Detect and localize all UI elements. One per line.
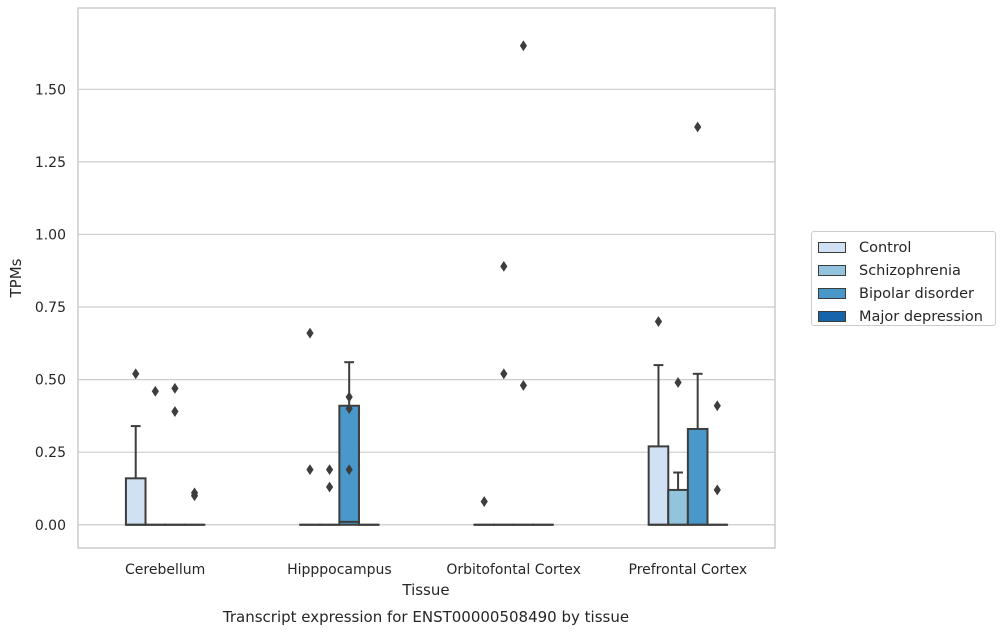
outlier-point	[519, 40, 528, 52]
outlier-point	[306, 327, 314, 339]
y-tick-label: 1.50	[35, 82, 66, 98]
legend-item: Schizophrenia	[818, 259, 995, 282]
box-control	[647, 445, 670, 526]
y-tick-label: 1.25	[35, 155, 66, 171]
outlier-point	[306, 464, 314, 476]
box-control	[124, 477, 147, 526]
legend-item: Bipolar disorder	[818, 282, 995, 305]
x-axis-label: Tissue	[401, 581, 449, 599]
gridlines	[78, 88, 775, 526]
legend-item: Major depression	[818, 305, 995, 328]
legend-swatch	[818, 265, 846, 276]
box-bipolar-disorder	[686, 427, 709, 526]
outlier-points	[132, 40, 721, 507]
x-tick-label: Hipppocampus	[287, 562, 392, 578]
x-tick-label: Prefrontal Cortex	[629, 562, 748, 578]
y-tick-label: 1.00	[35, 227, 66, 243]
outlier-point	[519, 380, 528, 391]
outlier-point	[190, 490, 199, 502]
outlier-point	[713, 400, 721, 412]
chart-title: Transcript expression for ENST0000050849…	[222, 608, 629, 626]
outlier-point	[480, 496, 488, 507]
outlier-point	[694, 121, 702, 133]
chart-legend: Control Schizophrenia Bipolar disorder Majo…	[811, 231, 996, 326]
outlier-point	[151, 385, 159, 397]
plot-area-frame	[77, 7, 776, 549]
y-tick-label: 0.75	[35, 300, 66, 316]
y-axis-label: TPMs	[7, 258, 25, 298]
y-tick-label: 0.00	[35, 518, 66, 534]
outlier-point	[713, 484, 721, 496]
outlier-point	[325, 481, 334, 493]
legend-label: Major depression	[859, 308, 983, 325]
outlier-point	[171, 382, 179, 394]
legend-swatch	[818, 311, 846, 322]
legend-swatch	[818, 242, 846, 253]
y-tick-label: 0.50	[35, 373, 66, 389]
outlier-point	[171, 406, 179, 417]
legend-label: Bipolar disorder	[859, 285, 974, 302]
x-axis-ticks: Cerebellum Hipppocampus Orbitofontal Corte…	[125, 562, 747, 578]
outlier-point	[345, 391, 353, 403]
outlier-point	[325, 464, 334, 476]
y-tick-label: 0.25	[35, 445, 66, 461]
legend-label: Schizophrenia	[859, 262, 961, 279]
legend-swatch	[818, 288, 846, 299]
x-tick-label: Orbitofontal Cortex	[446, 562, 581, 578]
outlier-point	[500, 368, 508, 380]
x-tick-label: Cerebellum	[125, 562, 205, 578]
outlier-point	[674, 377, 682, 388]
y-axis-ticks: 0.00 0.25 0.50 0.75 1.00 1.25 1.50	[35, 82, 66, 533]
box-series	[124, 361, 729, 526]
outlier-point	[500, 260, 508, 272]
outlier-point	[345, 403, 353, 415]
outlier-point	[345, 464, 353, 476]
legend-label: Control	[859, 239, 912, 256]
outlier-point	[132, 368, 140, 380]
legend-item: Control	[818, 236, 995, 259]
outlier-point	[654, 316, 663, 327]
box-schizophrenia	[667, 488, 689, 526]
